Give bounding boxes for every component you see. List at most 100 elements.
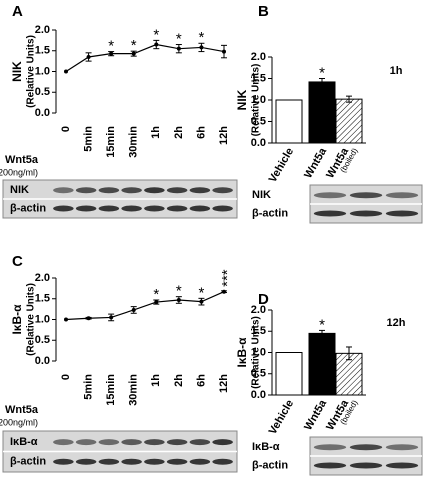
blot-band — [75, 439, 97, 446]
y-tick-label: 0.5 — [251, 368, 266, 380]
blot-band — [53, 439, 74, 446]
blot-label: β-actin — [252, 459, 288, 471]
point — [131, 51, 136, 56]
blot-label: IκB-α — [10, 436, 38, 448]
panel-letter: C — [12, 253, 23, 270]
y-tick-label: 1.5 — [35, 293, 50, 305]
point — [199, 45, 204, 50]
point — [222, 289, 226, 294]
blot-band — [166, 187, 188, 194]
y-tick-label: 1.5 — [251, 72, 266, 84]
y-tick-label: 1.0 — [35, 313, 50, 325]
blot-band — [166, 458, 188, 465]
x-tick-label: 15min — [105, 374, 117, 406]
y-tick-label: 1.0 — [251, 94, 266, 106]
blot-label: NIK — [10, 184, 29, 196]
significance: * — [176, 283, 182, 300]
bar — [308, 81, 336, 144]
y-axis-label: (Relative Units) — [26, 35, 37, 108]
x-tick-label: 12h — [218, 374, 230, 393]
x-tick-label: 2h — [173, 374, 185, 387]
bar — [275, 352, 303, 396]
blot-label: β-actin — [10, 456, 46, 468]
blot-band — [121, 439, 142, 446]
blot-band — [385, 210, 419, 217]
blot-band — [349, 444, 383, 451]
blot-band — [75, 458, 97, 465]
blot-band — [313, 444, 347, 451]
x-tick-label: Vehicle — [267, 146, 296, 185]
blot-band — [166, 205, 188, 212]
significance: * — [153, 286, 159, 303]
y-axis-label: (Relative Units) — [251, 64, 262, 137]
blot-band — [189, 205, 211, 212]
blot-label: β-actin — [10, 202, 46, 214]
blot-band — [121, 458, 142, 465]
panel-letter: A — [12, 3, 23, 20]
x-tick-label: 1h — [150, 374, 162, 387]
blot-band — [385, 462, 419, 469]
y-axis-label: IκB-α — [235, 337, 249, 368]
bar — [275, 99, 303, 144]
blot-band — [385, 192, 419, 199]
point — [176, 297, 181, 302]
treatment-label: Wnt5a — [5, 154, 39, 166]
treatment-label: Wnt5a — [5, 404, 39, 416]
significance: * — [153, 26, 159, 43]
significance: *** — [219, 269, 236, 287]
y-tick-label: 1.5 — [35, 45, 50, 57]
x-tick-label: 6h — [195, 374, 207, 387]
point — [154, 300, 159, 305]
significance: * — [319, 64, 325, 81]
y-tick-label: 0.5 — [35, 86, 50, 98]
point — [199, 299, 204, 304]
blot-band — [189, 458, 211, 465]
significance: * — [199, 29, 205, 46]
point — [131, 307, 136, 312]
blot-band — [98, 187, 120, 194]
blot-band — [144, 205, 165, 212]
blot-band — [98, 205, 120, 212]
panel-letter: D — [258, 291, 269, 308]
y-axis-label: IκB-α — [10, 304, 24, 335]
y-tick-label: 1.0 — [251, 346, 266, 358]
y-axis-label: (Relative Units) — [26, 283, 37, 356]
y-tick-label: 0.5 — [251, 115, 266, 127]
x-tick-label: 1h — [150, 126, 162, 139]
line — [65, 43, 225, 73]
significance: * — [199, 284, 205, 301]
panel-letter: B — [258, 3, 269, 20]
blot-band — [75, 205, 97, 212]
blot-band — [349, 192, 383, 199]
point — [109, 51, 114, 56]
y-tick-label: 2.0 — [35, 24, 50, 36]
point — [86, 54, 91, 59]
point — [64, 317, 68, 322]
y-tick-label: 0.0 — [35, 355, 50, 367]
blot-label: IκB-α — [252, 441, 280, 453]
blot-band — [144, 187, 165, 194]
treatment-label: (200ng/ml) — [0, 167, 38, 177]
significance: * — [131, 37, 137, 54]
x-tick-label: Vehicle — [267, 398, 296, 437]
point — [222, 49, 226, 54]
x-tick-label: 2h — [173, 126, 185, 139]
blot-band — [212, 187, 233, 194]
blot-band — [212, 439, 233, 446]
blot-band — [313, 192, 347, 199]
x-tick-label: 12h — [218, 126, 230, 145]
y-axis-label: NIK — [10, 61, 24, 82]
bar — [335, 98, 363, 144]
blot-band — [144, 458, 165, 465]
point — [64, 69, 68, 74]
y-tick-label: 2.0 — [35, 272, 50, 284]
blot-band — [121, 205, 142, 212]
significance: * — [319, 316, 325, 333]
time-label: 1h — [390, 65, 403, 77]
y-tick-label: 2.0 — [251, 304, 266, 316]
point — [109, 315, 114, 320]
line — [65, 291, 225, 321]
y-axis-label: NIK — [235, 89, 249, 110]
blot-band — [349, 462, 383, 469]
x-tick-label: 0 — [60, 126, 72, 132]
